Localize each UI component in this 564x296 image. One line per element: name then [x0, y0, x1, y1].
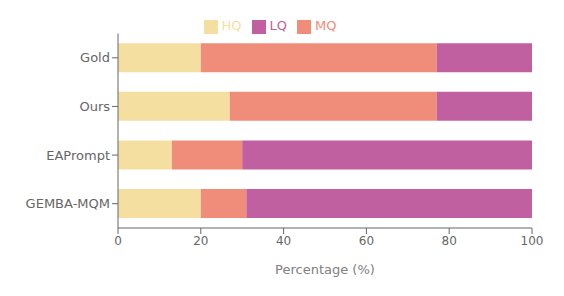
html-text:MQ: MQ: [315, 18, 337, 33]
html-text:LQ: LQ: [269, 18, 287, 33]
html-text:HQ: HQ: [221, 18, 242, 33]
svg-text:20: 20: [193, 234, 208, 248]
svg-text:60: 60: [359, 234, 374, 248]
svg-text:GEMBA-MQM: GEMBA-MQM: [26, 196, 110, 211]
svg-text:Ours: Ours: [79, 99, 110, 114]
svg-text:40: 40: [276, 234, 291, 248]
svg-text:Percentage (%): Percentage (%): [275, 262, 375, 277]
svg-text:0: 0: [114, 234, 122, 248]
svg-text:EAPrompt: EAPrompt: [46, 148, 110, 163]
svg-text:100: 100: [521, 234, 544, 248]
svg-text:Gold: Gold: [80, 50, 110, 65]
svg-text:80: 80: [442, 234, 457, 248]
